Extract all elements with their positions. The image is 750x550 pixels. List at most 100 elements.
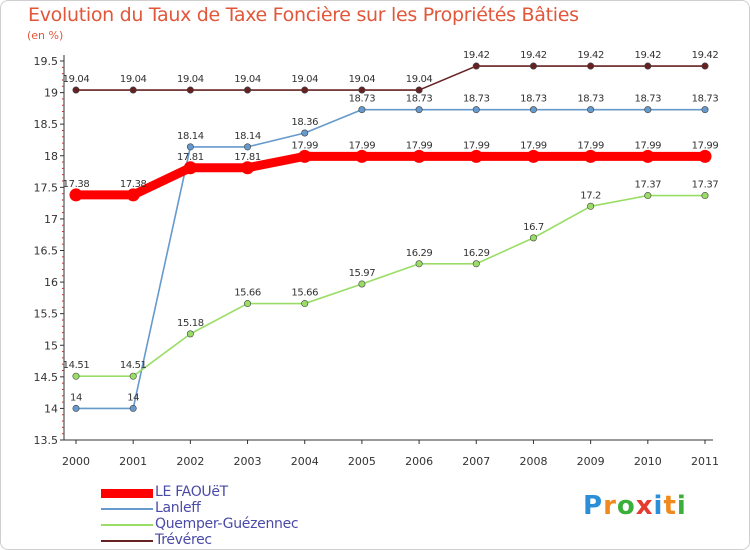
data-label: 16.29 [463,248,490,259]
data-label: 19.42 [634,50,661,61]
legend-label: Quemper-Guézennec [155,516,299,532]
legend-item: Quemper-Guézennec [101,516,401,533]
x-tick-label: 2005 [348,455,376,468]
y-tick-label: 18 [44,150,58,163]
series-line-0 [71,151,710,200]
legend-label: Lanleff [155,500,201,516]
data-point [72,404,80,412]
data-point [244,86,252,94]
data-point [129,86,137,94]
legend-item: LE FAOUëT [101,484,401,501]
data-point [529,106,537,114]
legend: LE FAOUëT Lanleff Quemper-Guézennec Trévére… [101,484,401,549]
data-label: 15.97 [349,268,376,279]
data-label: 19.42 [463,50,490,61]
data-point [701,192,709,200]
data-point [72,372,80,380]
data-label: 18.14 [177,131,204,142]
data-label: 18.73 [406,94,433,105]
data-label: 14.51 [63,360,90,371]
data-point [301,129,309,137]
y-tick-label: 18.5 [34,118,59,131]
logo-letter: o [616,491,636,521]
data-label: 15.66 [291,288,318,299]
logo-letter: P [583,491,604,521]
data-point [472,106,480,114]
data-label: 18.73 [463,94,490,105]
data-point [472,260,480,268]
series-line-1 [75,108,706,410]
data-label: 17.99 [520,140,547,151]
data-label: 19.04 [120,74,147,85]
x-tick-label: 2011 [691,455,719,468]
data-point [587,106,595,114]
unit-label: (en %) [27,29,64,42]
data-label: 17.81 [234,152,261,163]
data-label: 19.04 [63,74,90,85]
data-label: 18.73 [692,94,719,105]
data-point [69,188,83,202]
data-label: 18.73 [349,94,376,105]
legend-swatch [101,508,153,510]
y-tick-label: 15.5 [34,308,59,321]
data-label: 18.73 [520,94,547,105]
data-point [298,149,312,163]
data-point [129,372,137,380]
data-point [355,149,369,163]
x-tick-label: 2003 [234,455,262,468]
data-label: 16.7 [523,222,544,233]
data-point [415,260,423,268]
data-label: 17.81 [177,152,204,163]
data-label: 18.14 [234,131,261,142]
data-point [358,86,366,94]
y-tick-label: 19.5 [34,55,59,68]
x-tick-label: 2000 [62,455,90,468]
data-label: 17.38 [120,179,147,190]
x-tick-label: 2004 [291,455,319,468]
data-label: 17.2 [580,190,601,201]
y-tick-label: 19 [44,87,58,100]
data-label: 18.73 [577,94,604,105]
data-label: 19.42 [577,50,604,61]
data-point [587,62,595,70]
series-line-2 [75,194,706,378]
y-tick-label: 17 [44,213,58,226]
proxiti-logo: Proxiti [583,491,687,521]
data-point [415,86,423,94]
legend-item: Trévérec [101,532,401,549]
data-point [644,106,652,114]
data-label: 17.99 [349,140,376,151]
data-label: 19.04 [406,74,433,85]
legend-swatch [101,488,153,498]
data-label: 19.04 [349,74,376,85]
y-tick-label: 14 [44,402,58,415]
y-tick-label: 14.5 [34,371,59,384]
data-label: 18.73 [634,94,661,105]
y-tick-label: 17.5 [34,181,59,194]
data-point [529,234,537,242]
data-label: 17.99 [463,140,490,151]
data-point [701,62,709,70]
logo-letter: r [603,491,617,521]
data-label: 19.04 [234,74,261,85]
x-tick-label: 2010 [634,455,662,468]
data-label: 19.42 [520,50,547,61]
data-label: 17.99 [291,140,318,151]
data-point [72,86,80,94]
data-label: 19.42 [692,50,719,61]
data-point [244,300,252,308]
data-point [358,280,366,288]
data-point [129,404,137,412]
data-point [301,86,309,94]
x-tick-label: 2008 [519,455,547,468]
data-label: 17.99 [692,140,719,151]
data-point [641,149,655,163]
data-point [472,62,480,70]
data-point [584,149,598,163]
data-point [241,161,255,175]
data-label: 15.66 [234,288,261,299]
data-point [186,143,194,151]
data-label: 17.99 [634,140,661,151]
